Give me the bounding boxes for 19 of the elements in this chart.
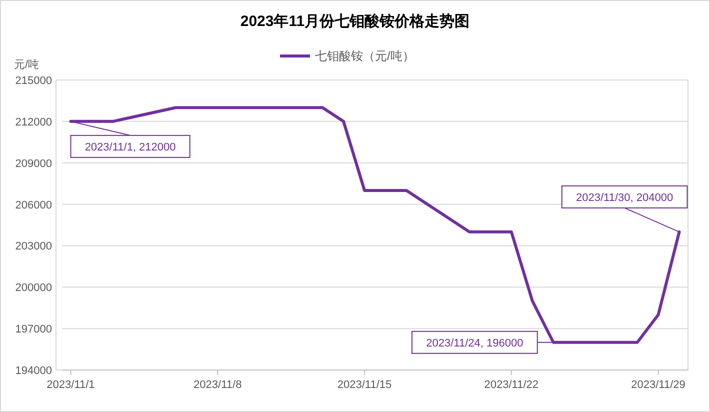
annotation: 2023/11/1, 212000 [84,141,176,154]
y-tick-label: 215000 [15,75,52,87]
x-tick-label: 2023/11/8 [194,379,242,391]
y-tick-label: 212000 [15,116,52,128]
x-tick-label: 2023/11/15 [337,379,392,391]
y-tick-label: 209000 [15,158,52,170]
chart-title: 2023年11月份七钼酸铵价格走势图 [240,13,470,30]
y-tick-label: 194000 [15,365,52,377]
y-tick-label: 200000 [15,282,52,294]
x-tick-label: 2023/11/29 [631,379,686,391]
y-tick-label: 203000 [15,240,52,253]
y-tick-label: 197000 [15,324,52,336]
x-tick-label: 2023/11/1 [46,379,95,391]
legend-label: 七钼酸铵（元/吨） [315,49,414,63]
y-axis-title: 元/吨 [14,58,40,71]
x-tick-label: 2023/11/22 [484,379,539,391]
annotation: 2023/11/24, 196000 [426,337,524,350]
y-tick-label: 206000 [15,199,52,212]
annotation: 2023/11/30, 204000 [576,192,674,204]
